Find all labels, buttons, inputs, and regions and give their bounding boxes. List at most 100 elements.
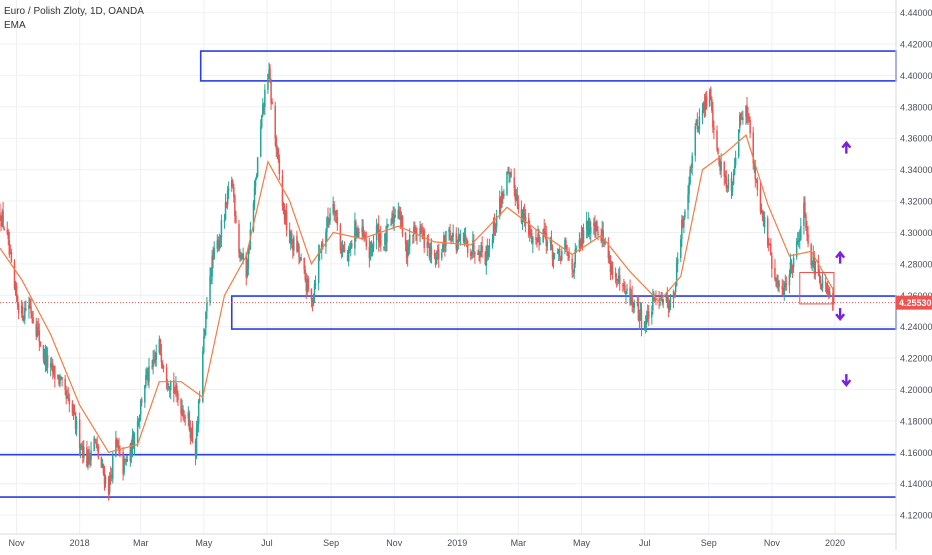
candle-body — [368, 246, 371, 259]
candle-body — [187, 412, 190, 419]
candle-body — [486, 245, 489, 258]
y-tick-label: 4.30000 — [900, 228, 932, 238]
candle-body — [274, 105, 276, 139]
candle-body — [245, 253, 247, 278]
arrow-head — [841, 379, 852, 388]
candle-body — [597, 231, 599, 236]
candle-body — [14, 285, 17, 290]
candle-body — [718, 155, 720, 165]
candle-body — [400, 215, 403, 221]
candle-body — [528, 229, 531, 236]
candle-body — [384, 233, 386, 246]
candle-body — [578, 239, 581, 249]
candle-body — [619, 274, 621, 284]
candle-body — [609, 256, 612, 273]
candle-body — [321, 242, 323, 251]
candle-body — [319, 251, 322, 253]
candle-body — [603, 242, 605, 244]
candle-body — [65, 391, 67, 399]
candle-body — [288, 229, 291, 244]
candle-body — [433, 253, 436, 256]
candle-body — [590, 227, 592, 234]
candle-body — [414, 227, 416, 230]
candle-body — [790, 263, 793, 269]
candle-body — [749, 119, 751, 134]
candle-body — [32, 317, 34, 324]
candle-body — [568, 253, 570, 259]
candle-body — [375, 225, 378, 241]
candle-body — [445, 231, 447, 246]
candle-body — [183, 416, 185, 418]
candle-body — [154, 359, 156, 363]
candle-body — [484, 252, 486, 265]
candle-body — [695, 119, 698, 126]
candle-body — [17, 304, 20, 314]
candle-body — [565, 240, 567, 247]
candle-body — [688, 182, 690, 195]
candle-body — [419, 227, 421, 235]
candle-body — [8, 240, 11, 255]
candle-body — [457, 236, 460, 243]
x-tick-label: May — [195, 538, 213, 548]
candle-body — [206, 302, 208, 311]
candle-body — [89, 455, 91, 461]
x-tick-label: Nov — [386, 538, 403, 548]
candle-body — [810, 244, 812, 265]
candle-body — [474, 252, 476, 255]
candle-body — [174, 392, 176, 394]
candle-body — [781, 285, 783, 290]
candle-body — [587, 217, 590, 235]
candle-body — [481, 245, 483, 253]
candle-body — [681, 219, 683, 240]
candle-body — [64, 378, 66, 391]
candle-body — [488, 245, 491, 250]
candle-body — [788, 274, 791, 286]
candle-body — [709, 90, 711, 106]
annotations[interactable] — [799, 140, 852, 388]
candle-body — [130, 442, 133, 457]
candle-body — [347, 247, 350, 262]
candle-body — [471, 252, 473, 255]
support-resistance-zones[interactable] — [0, 50, 897, 498]
y-axis[interactable]: 4.44000 4.42000 4.40000 4.38000 4.36000 4.340… — [895, 0, 932, 550]
candle-body — [784, 283, 787, 288]
candle-body — [586, 221, 589, 236]
x-tick-label: Mar — [133, 538, 149, 548]
candle-body — [585, 220, 588, 231]
candle-body — [191, 426, 194, 442]
candle-body — [28, 304, 30, 310]
candle-body — [188, 413, 191, 430]
candle-body — [15, 285, 18, 297]
candle-body — [342, 248, 345, 251]
candle-body — [573, 263, 575, 273]
candle-body — [420, 227, 422, 231]
candle-body — [517, 203, 520, 210]
y-tick-label: 4.24000 — [900, 322, 932, 332]
candle-body — [595, 223, 597, 232]
x-tick-label: Nov — [9, 538, 26, 548]
candle-body — [594, 224, 596, 231]
candle-body — [516, 194, 519, 204]
candle-body — [829, 291, 831, 296]
candle-body — [25, 308, 27, 310]
candle-body — [165, 367, 168, 382]
x-tick-label: Sep — [701, 538, 717, 548]
candle-body — [173, 380, 175, 394]
candle-body — [311, 299, 314, 303]
candle-body — [434, 257, 437, 266]
candle-body — [640, 309, 643, 328]
candle-body — [197, 400, 200, 424]
x-axis[interactable]: Nov 2018 Mar May Jul Sep Nov 2019 Mar May Jul Sep No… — [0, 533, 896, 548]
chart-legend[interactable]: Euro / Polish Zloty, 1D, OANDA EMA — [4, 5, 144, 33]
candle-body — [176, 386, 178, 394]
candle-body — [760, 211, 763, 213]
candle-body — [177, 393, 179, 401]
candle-body — [675, 263, 678, 286]
candle-body — [225, 201, 228, 204]
candle-body — [430, 247, 433, 255]
candle-body — [13, 261, 16, 289]
candle-body — [759, 188, 762, 212]
candle-body — [233, 187, 235, 198]
